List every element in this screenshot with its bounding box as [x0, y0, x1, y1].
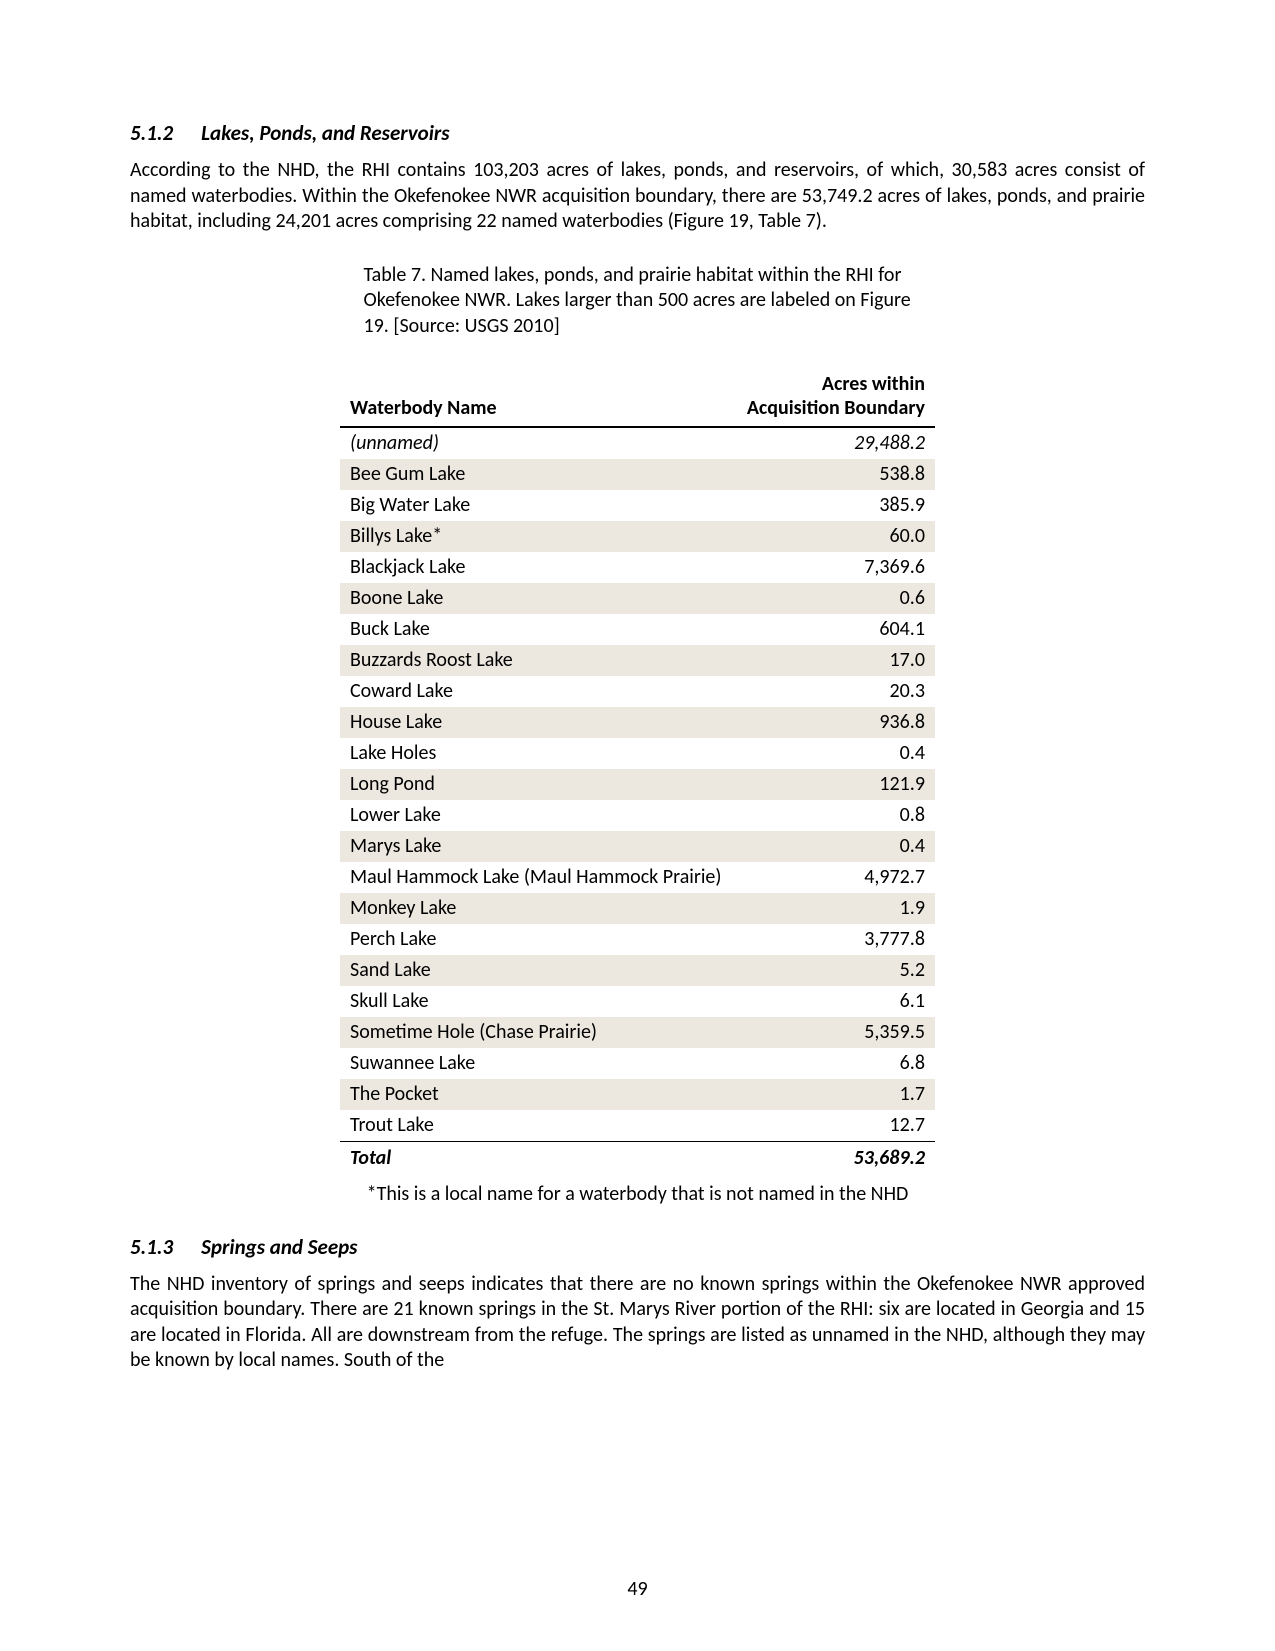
table-row: Billys Lake*60.0 [340, 521, 935, 552]
waterbody-acres-cell: 5,359.5 [735, 1017, 935, 1048]
waterbody-acres-cell: 3,777.8 [735, 924, 935, 955]
table-row: Maul Hammock Lake (Maul Hammock Prairie)… [340, 862, 935, 893]
waterbody-name-cell: Maul Hammock Lake (Maul Hammock Prairie) [340, 862, 735, 893]
waterbody-name-cell: Boone Lake [340, 583, 735, 614]
table-row: House Lake936.8 [340, 707, 935, 738]
section-title-2: Springs and Seeps [201, 1234, 357, 1260]
table-row: Bee Gum Lake538.8 [340, 459, 935, 490]
waterbody-name-cell: Bee Gum Lake [340, 459, 735, 490]
table-row: Lower Lake0.8 [340, 800, 935, 831]
col-header-acres: Acres within Acquisition Boundary [735, 368, 935, 427]
waterbody-acres-cell: 5.2 [735, 955, 935, 986]
waterbody-acres-cell: 1.9 [735, 893, 935, 924]
waterbody-acres-cell: 0.6 [735, 583, 935, 614]
table-total-row: Total53,689.2 [340, 1141, 935, 1174]
table-row: Boone Lake0.6 [340, 583, 935, 614]
waterbody-name-cell: Skull Lake [340, 986, 735, 1017]
table-row: Suwannee Lake6.8 [340, 1048, 935, 1079]
total-label: Total [340, 1141, 735, 1174]
waterbody-acres-cell: 0.8 [735, 800, 935, 831]
waterbody-name-cell: Buck Lake [340, 614, 735, 645]
col-header-name: Waterbody Name [340, 368, 735, 427]
table-row: Perch Lake3,777.8 [340, 924, 935, 955]
col-header-acres-line1: Acres within [822, 372, 925, 396]
waterbody-name-cell: Suwannee Lake [340, 1048, 735, 1079]
waterbody-acres-cell: 0.4 [735, 831, 935, 862]
table-row: Big Water Lake385.9 [340, 490, 935, 521]
waterbody-name-cell: Blackjack Lake [340, 552, 735, 583]
waterbody-name-cell: Long Pond [340, 769, 735, 800]
waterbody-acres-cell: 6.8 [735, 1048, 935, 1079]
table-row: The Pocket1.7 [340, 1079, 935, 1110]
waterbody-name-cell: Sometime Hole (Chase Prairie) [340, 1017, 735, 1048]
waterbody-name-cell: Lower Lake [340, 800, 735, 831]
table-row: Monkey Lake1.9 [340, 893, 935, 924]
table-row: Marys Lake0.4 [340, 831, 935, 862]
section-number-2: 5.1.3 [130, 1234, 173, 1260]
table-caption: Table 7. Named lakes, ponds, and prairie… [358, 263, 918, 340]
waterbody-name-cell: Trout Lake [340, 1110, 735, 1142]
table-footnote: *This is a local name for a waterbody th… [130, 1182, 1145, 1206]
section-number: 5.1.2 [130, 120, 173, 146]
waterbody-acres-cell: 0.4 [735, 738, 935, 769]
waterbody-acres-cell: 20.3 [735, 676, 935, 707]
waterbody-acres-cell: 1.7 [735, 1079, 935, 1110]
table-row: Sometime Hole (Chase Prairie)5,359.5 [340, 1017, 935, 1048]
waterbody-name-cell: Marys Lake [340, 831, 735, 862]
table-row: Long Pond121.9 [340, 769, 935, 800]
col-header-acres-line2: Acquisition Boundary [747, 396, 925, 420]
waterbody-acres-cell: 385.9 [735, 490, 935, 521]
waterbody-acres-cell: 936.8 [735, 707, 935, 738]
table-row: Sand Lake5.2 [340, 955, 935, 986]
waterbody-acres-cell: 17.0 [735, 645, 935, 676]
waterbody-name-cell: Lake Holes [340, 738, 735, 769]
table-row: Buzzards Roost Lake17.0 [340, 645, 935, 676]
waterbody-name-cell: House Lake [340, 707, 735, 738]
page-number: 49 [0, 1577, 1275, 1601]
waterbody-name-cell: Monkey Lake [340, 893, 735, 924]
waterbody-name-cell: Billys Lake* [340, 521, 735, 552]
waterbody-acres-cell: 4,972.7 [735, 862, 935, 893]
table-row: (unnamed)29,488.2 [340, 427, 935, 459]
waterbody-acres-cell: 12.7 [735, 1110, 935, 1142]
section-heading-springs: 5.1.3 Springs and Seeps [130, 1234, 1145, 1260]
table-row: Coward Lake20.3 [340, 676, 935, 707]
waterbody-name-cell: Perch Lake [340, 924, 735, 955]
waterbody-name-cell: Big Water Lake [340, 490, 735, 521]
table-row: Skull Lake6.1 [340, 986, 935, 1017]
waterbody-name-cell: Sand Lake [340, 955, 735, 986]
table-row: Buck Lake604.1 [340, 614, 935, 645]
waterbody-name-cell: The Pocket [340, 1079, 735, 1110]
waterbody-acres-cell: 29,488.2 [735, 427, 935, 459]
section1-paragraph: According to the NHD, the RHI contains 1… [130, 158, 1145, 235]
waterbody-acres-cell: 60.0 [735, 521, 935, 552]
table-row: Trout Lake12.7 [340, 1110, 935, 1142]
table-header-row: Waterbody Name Acres within Acquisition … [340, 368, 935, 427]
section2-paragraph: The NHD inventory of springs and seeps i… [130, 1272, 1145, 1374]
waterbody-name-cell: (unnamed) [340, 427, 735, 459]
section-title: Lakes, Ponds, and Reservoirs [201, 120, 449, 146]
waterbody-name-cell: Coward Lake [340, 676, 735, 707]
total-acres: 53,689.2 [735, 1141, 935, 1174]
waterbody-table: Waterbody Name Acres within Acquisition … [340, 368, 935, 1174]
waterbody-acres-cell: 7,369.6 [735, 552, 935, 583]
waterbody-acres-cell: 121.9 [735, 769, 935, 800]
table-row: Lake Holes0.4 [340, 738, 935, 769]
waterbody-acres-cell: 6.1 [735, 986, 935, 1017]
table-row: Blackjack Lake7,369.6 [340, 552, 935, 583]
section-heading-lakes: 5.1.2 Lakes, Ponds, and Reservoirs [130, 120, 1145, 146]
waterbody-acres-cell: 538.8 [735, 459, 935, 490]
waterbody-acres-cell: 604.1 [735, 614, 935, 645]
waterbody-name-cell: Buzzards Roost Lake [340, 645, 735, 676]
